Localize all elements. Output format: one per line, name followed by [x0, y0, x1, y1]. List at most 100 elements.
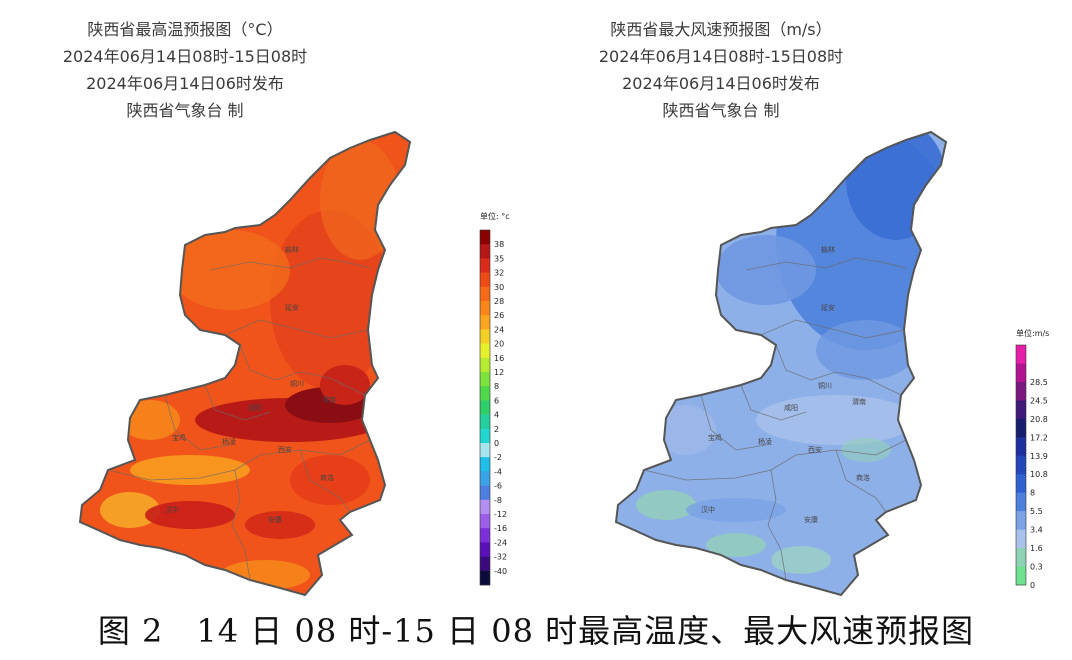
temperature-map: 榆林 延安 铜川 咸阳 渭南 宝鸡 杨凌 西安 汉中 商洛 安康 单位: °c … [79, 131, 510, 596]
wind-legend-swatch-2 [1016, 381, 1026, 401]
temperature-legend-swatch-3 [480, 272, 490, 288]
temperature-legend-swatch-18 [480, 485, 490, 501]
wind-legend-label-8: 5.5 [1030, 507, 1043, 516]
wind-legend-swatch-10 [1016, 529, 1026, 549]
temperature-legend-label-10: 8 [494, 382, 499, 391]
wind-city-label-xian: 西安 [808, 445, 822, 454]
temperature-legend-label-3: 30 [494, 283, 504, 292]
temperature-legend-label-21: -24 [494, 538, 507, 547]
wind-legend-swatch-6 [1016, 455, 1026, 475]
temperature-legend-label-7: 20 [494, 340, 504, 349]
wind-legend-swatch-9 [1016, 511, 1026, 530]
temperature-legend-label-5: 26 [494, 311, 504, 320]
city-label-yulin: 榆林 [285, 245, 299, 254]
temperature-legend-swatch-5 [480, 301, 490, 316]
temperature-legend-swatch-22 [480, 542, 490, 557]
wind-legend-label-12: 0 [1030, 581, 1035, 590]
temperature-legend-swatch-9 [480, 357, 490, 373]
wind-city-label-xianyang: 咸阳 [784, 403, 798, 412]
temperature-map-title: 陕西省最高温预报图（°C） [87, 20, 283, 39]
temperature-legend: 3835323028262420161286420-2-4-6-8-12-16-… [479, 229, 507, 586]
temperature-legend-label-0: 38 [494, 240, 504, 249]
temperature-legend-label-16: -4 [494, 467, 502, 476]
wind-map-period: 2024年06月14日08时-15日08时 [598, 47, 844, 66]
temperature-legend-swatch-17 [480, 471, 490, 486]
temperature-map-titles: 陕西省最高温预报图（°C） 2024年06月14日08时-15日08时 2024… [20, 16, 350, 124]
temperature-legend-label-12: 4 [494, 411, 499, 420]
city-label-weinan: 渭南 [322, 395, 336, 404]
city-label-xianyang: 咸阳 [248, 403, 262, 412]
wind-city-label-weinan: 渭南 [852, 397, 866, 406]
wind-legend-unit: 单位:m/s [1016, 328, 1049, 338]
temperature-legend-swatch-24 [480, 570, 490, 586]
wind-city-label-baoji: 宝鸡 [708, 433, 722, 442]
temperature-legend-label-11: 6 [494, 396, 499, 405]
city-label-hanzhong: 汉中 [165, 505, 179, 514]
wind-legend-label-2: 24.5 [1030, 396, 1048, 405]
temperature-legend-swatch-0 [480, 230, 490, 245]
wind-low-area [636, 490, 696, 520]
temperature-legend-swatch-2 [480, 258, 490, 273]
temperature-legend-swatch-16 [480, 457, 490, 472]
city-label-yangling: 杨凌 [222, 437, 236, 446]
temperature-legend-swatch-6 [480, 315, 490, 330]
wind-city-label-tongchuan: 铜川 [818, 381, 832, 390]
wind-city-label-ankang: 安康 [804, 515, 818, 524]
wind-legend-swatch-8 [1016, 492, 1026, 512]
temperature-legend-swatch-19 [480, 499, 490, 515]
wind-legend-swatch-1 [1016, 363, 1026, 383]
temperature-legend-swatch-20 [480, 514, 490, 529]
wind-legend-label-11: 0.3 [1030, 563, 1043, 572]
wind-legend-label-7: 8 [1030, 489, 1035, 498]
temperature-legend-label-4: 28 [494, 297, 504, 306]
wind-legend-swatch-11 [1016, 548, 1026, 567]
wind-city-label-shangluo: 商洛 [856, 473, 870, 482]
wind-legend-swatch-4 [1016, 418, 1026, 438]
temperature-map-issued: 2024年06月14日06时发布 [86, 74, 284, 93]
wind-legend-swatch-0 [1016, 345, 1026, 364]
temperature-map-period: 2024年06月14日08时-15日08时 [62, 47, 308, 66]
wind-legend-label-5: 13.9 [1030, 452, 1048, 461]
temperature-map-producer: 陕西省气象台 制 [126, 101, 244, 120]
wind-legend-label-3: 20.8 [1030, 415, 1048, 424]
temperature-legend-frame [479, 229, 491, 586]
temperature-legend-swatch-8 [480, 343, 490, 359]
temperature-legend-swatch-23 [480, 556, 490, 572]
temperature-legend-label-8: 16 [494, 354, 504, 363]
city-label-baoji: 宝鸡 [172, 433, 186, 442]
wind-legend-label-10: 1.6 [1030, 544, 1043, 553]
wind-city-label-hanzhong: 汉中 [701, 505, 715, 514]
figure-caption: 图 2 14 日 08 时-15 日 08 时最高温度、最大风速预报图 [97, 612, 975, 650]
wind-legend-label-1: 28.5 [1030, 378, 1048, 387]
wind-legend-label-6: 10.8 [1030, 470, 1048, 479]
temperature-legend-label-18: -8 [494, 496, 502, 505]
temperature-legend-unit: 单位: °c [480, 211, 510, 221]
temperature-legend-label-15: -2 [494, 453, 502, 462]
temperature-legend-label-1: 35 [494, 254, 504, 263]
wind-city-label-yulin: 榆林 [821, 245, 835, 254]
temperature-legend-swatch-13 [480, 414, 490, 430]
temperature-legend-swatch-11 [480, 386, 490, 401]
temperature-legend-label-13: 2 [494, 425, 499, 434]
temperature-legend-swatch-21 [480, 528, 490, 543]
temperature-legend-label-9: 12 [494, 368, 504, 377]
temperature-legend-label-22: -32 [494, 553, 507, 562]
temperature-legend-swatch-4 [480, 286, 490, 302]
city-label-tongchuan: 铜川 [290, 379, 304, 388]
wind-legend-swatch-12 [1016, 566, 1026, 586]
wind-city-label-yanan: 延安 [821, 303, 835, 312]
temperature-legend-swatch-7 [480, 329, 490, 344]
temperature-legend-label-14: 0 [494, 439, 499, 448]
city-label-xian: 西安 [278, 445, 292, 454]
wind-map-title: 陕西省最大风速预报图（m/s） [610, 20, 832, 39]
wind-legend-swatch-3 [1016, 400, 1026, 420]
wind-legend-swatch-7 [1016, 474, 1026, 493]
temperature-legend-label-20: -16 [494, 524, 507, 533]
city-label-yanan: 延安 [285, 303, 299, 312]
temperature-legend-label-23: -40 [494, 567, 507, 576]
wind-map-producer: 陕西省气象台 制 [662, 101, 780, 120]
temperature-legend-label-17: -6 [494, 482, 502, 491]
temperature-legend-swatch-10 [480, 372, 490, 387]
city-label-shangluo: 商洛 [320, 473, 334, 482]
wind-legend-label-4: 17.2 [1030, 433, 1048, 442]
